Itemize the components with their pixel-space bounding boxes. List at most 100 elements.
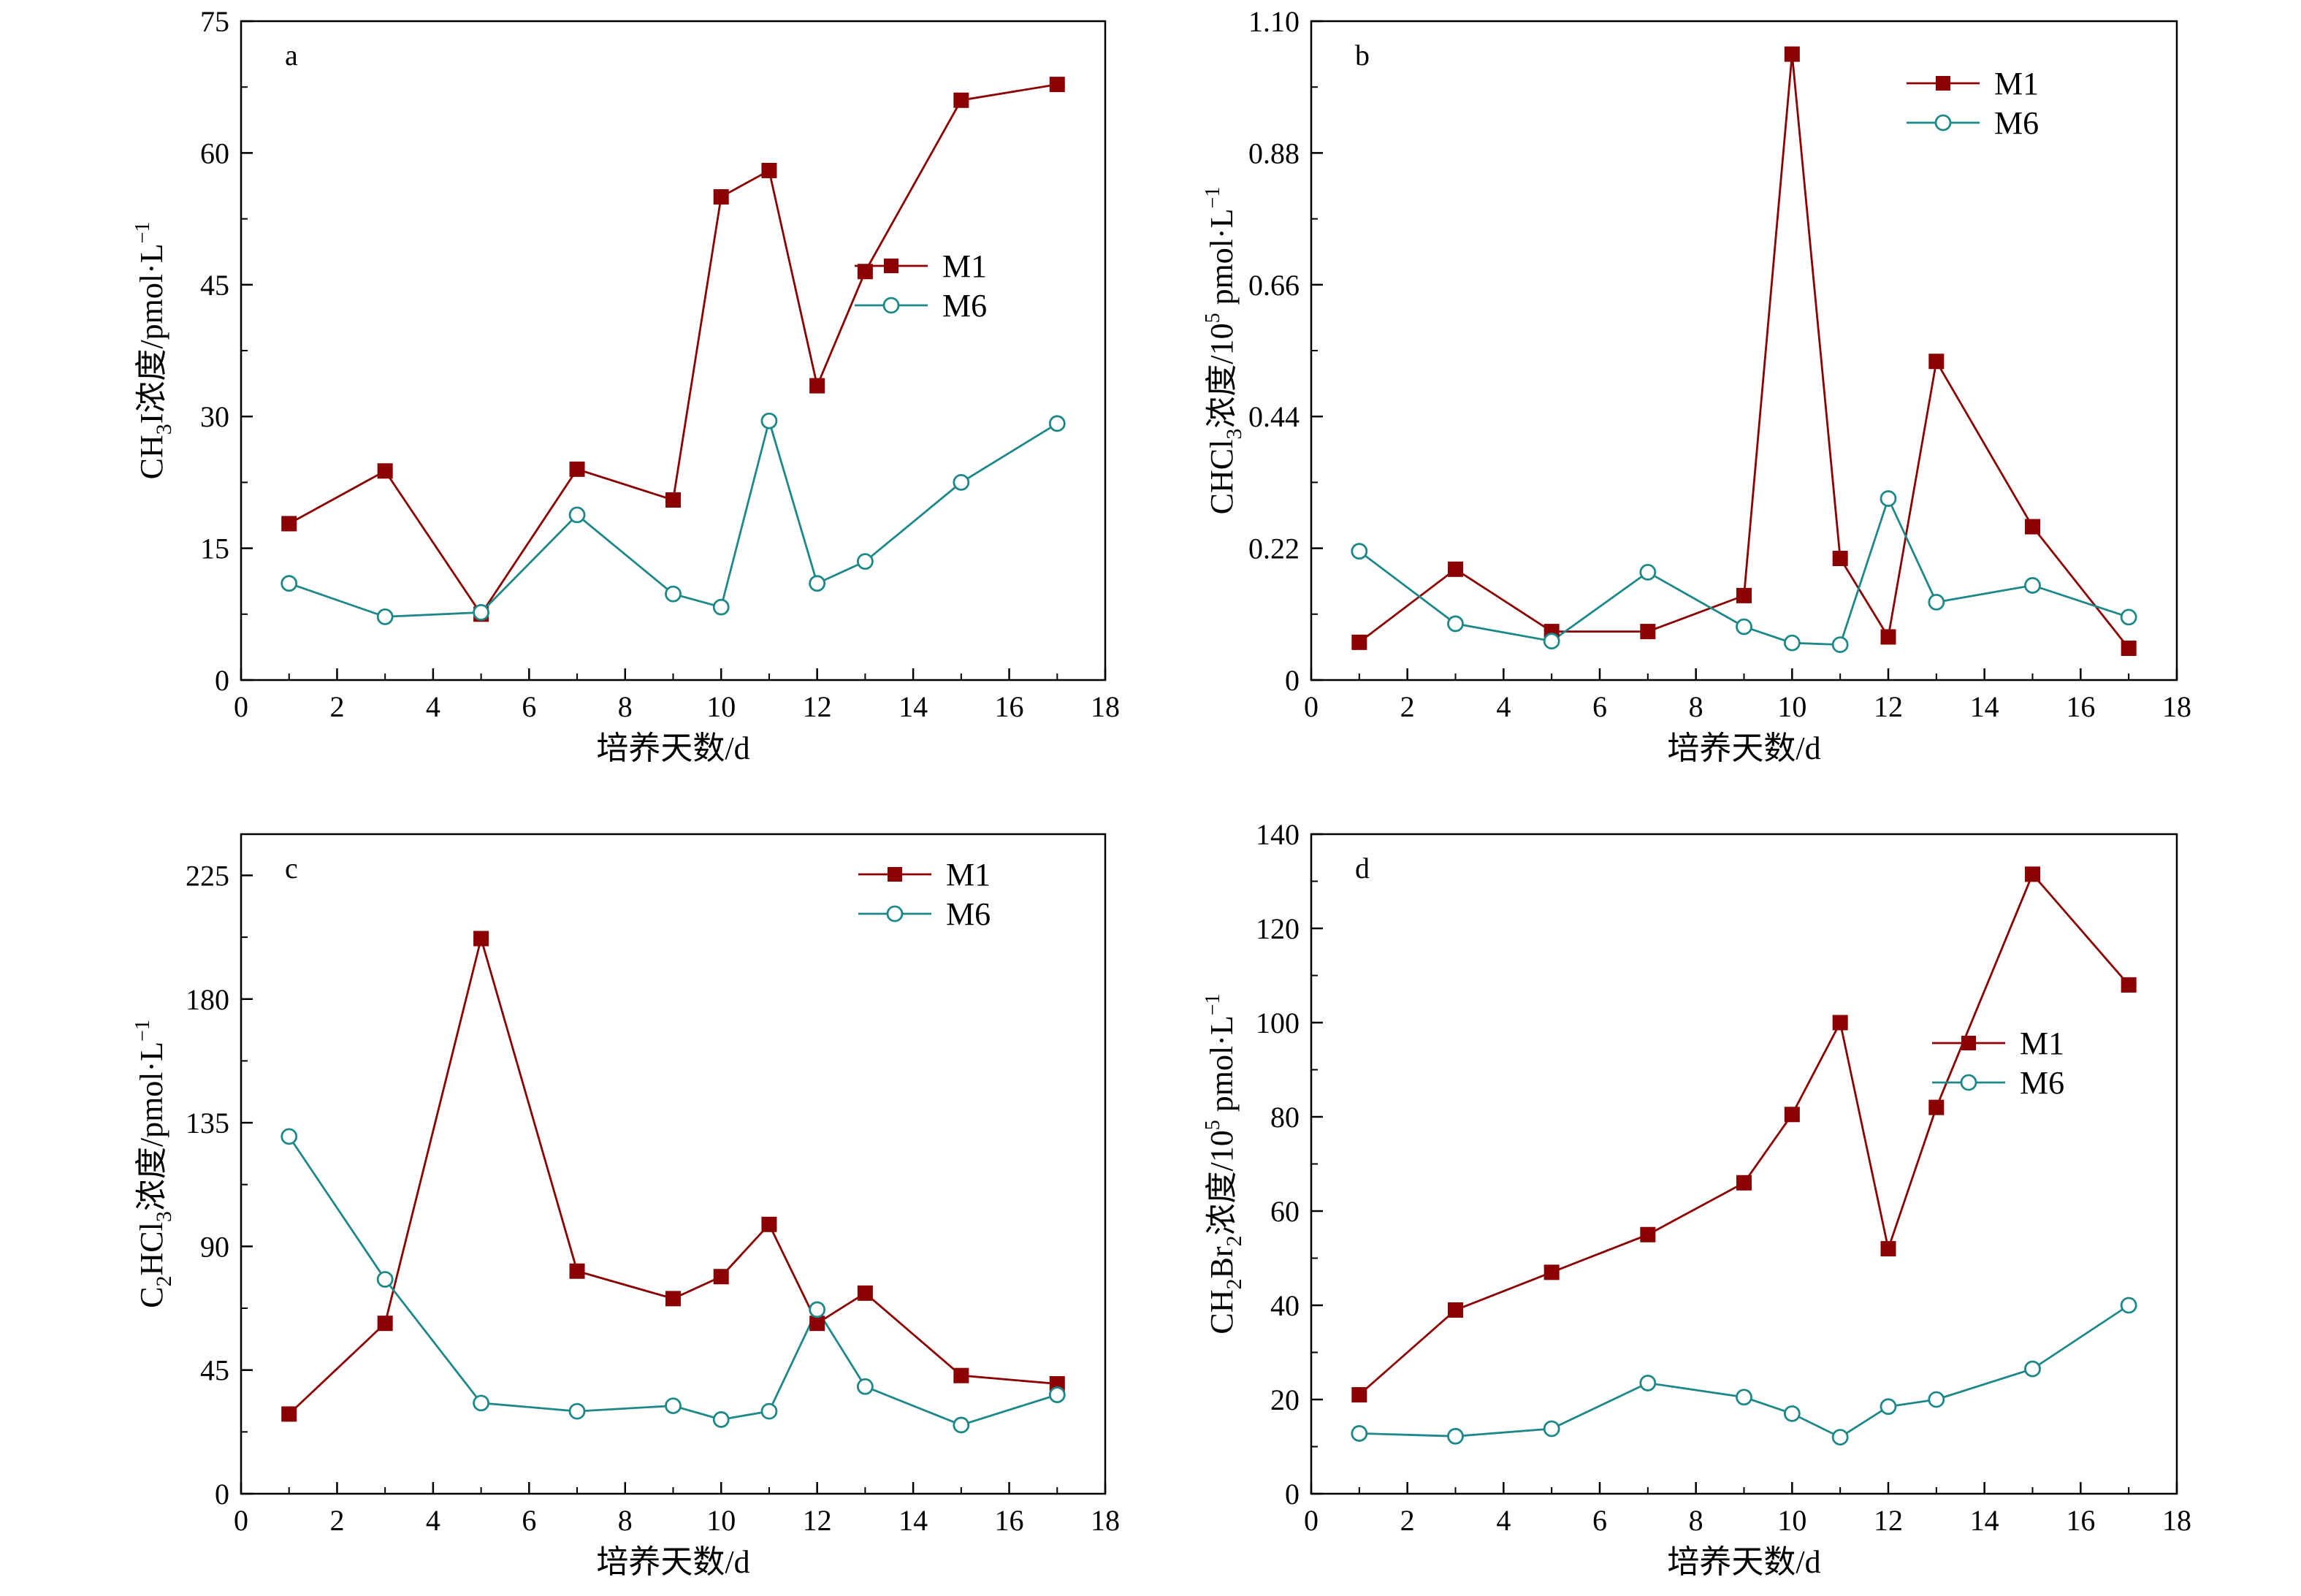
data-point-m6 bbox=[1543, 1420, 1560, 1437]
panel-d-chart: 0 2 4 6 8 10 12 14 16 18 0 20 40 60 80 100 120 140 d 培养天数/d… bbox=[1202, 818, 2191, 1580]
data-point-m6 bbox=[1447, 1427, 1464, 1445]
x-tick-label: 16 bbox=[995, 1504, 1024, 1537]
y-axis-title-part: pmol·L bbox=[1204, 1015, 1240, 1120]
data-point-m1 bbox=[1928, 1099, 1945, 1115]
data-point-m1 bbox=[1351, 1387, 1367, 1403]
data-point-m6 bbox=[809, 1301, 826, 1318]
data-point-m6 bbox=[1639, 564, 1657, 581]
data-point-m6 bbox=[665, 585, 682, 603]
data-point-m6 bbox=[712, 598, 730, 616]
data-point-m1 bbox=[809, 1316, 825, 1332]
legend-marker bbox=[1961, 1036, 1976, 1050]
data-point-m1 bbox=[1784, 1107, 1800, 1123]
data-point-m6 bbox=[856, 1378, 874, 1395]
data-point-m6 bbox=[1880, 490, 1897, 507]
y-tick-label: 60 bbox=[1270, 1195, 1300, 1228]
x-tick-label: 14 bbox=[898, 1504, 928, 1537]
data-point-m6 bbox=[1831, 636, 1849, 654]
y-tick-label: 135 bbox=[186, 1107, 229, 1139]
y-tick-label: 0 bbox=[215, 1478, 229, 1511]
x-tick-label: 16 bbox=[2066, 690, 2095, 723]
legend-marker bbox=[888, 867, 902, 882]
legend-entry-m1: M1 bbox=[1907, 66, 2039, 102]
data-point-m6 bbox=[281, 1128, 298, 1145]
y-axis-title-part: 浓度/10 bbox=[1204, 1130, 1240, 1235]
y-tick-label: 140 bbox=[1256, 818, 1300, 851]
data-point-m1 bbox=[281, 516, 297, 532]
legend-label: M6 bbox=[1994, 105, 2039, 141]
y-tick-label: 45 bbox=[200, 1354, 229, 1387]
data-point-m1 bbox=[377, 463, 393, 479]
data-point-m1 bbox=[713, 1269, 729, 1285]
panel-b-chart: 0 2 4 6 8 10 12 14 16 18 0 0.22 0.44 0.66 0.88 1.10 b 培养天… bbox=[1202, 5, 2191, 766]
x-tick-label: 18 bbox=[1091, 1504, 1120, 1537]
y-axis-title-part: 3 bbox=[1222, 429, 1246, 440]
data-point-m1 bbox=[377, 1316, 393, 1332]
data-point-m6 bbox=[2120, 1297, 2137, 1314]
data-point-m1 bbox=[1880, 1241, 1896, 1257]
data-point-m1 bbox=[2121, 977, 2137, 993]
series-line-m6 bbox=[288, 1136, 1058, 1427]
data-point-m6 bbox=[1928, 1391, 1945, 1408]
x-tick-label: 2 bbox=[1400, 690, 1415, 723]
y-axis-title-part: pmol·L bbox=[1204, 208, 1240, 313]
y-tick-label: 40 bbox=[1270, 1289, 1300, 1322]
data-point-m1 bbox=[1736, 1175, 1752, 1191]
panel-label: c bbox=[285, 852, 298, 885]
legend-entry-m1: M1 bbox=[1932, 1026, 2064, 1061]
data-point-m6 bbox=[809, 575, 826, 592]
y-tick-label: 100 bbox=[1256, 1007, 1300, 1039]
data-point-m1 bbox=[569, 461, 585, 477]
y-tick-label: 0.44 bbox=[1248, 400, 1300, 433]
y-axis-title-part: 3 bbox=[152, 424, 176, 435]
x-tick-label: 18 bbox=[1091, 690, 1120, 723]
data-point-m6 bbox=[473, 1394, 490, 1412]
data-point-m1 bbox=[569, 1263, 585, 1279]
x-tick-label: 18 bbox=[2162, 1504, 2191, 1537]
data-point-m1 bbox=[857, 264, 873, 280]
y-tick-label: 20 bbox=[1270, 1383, 1300, 1416]
legend-entry-m6: M6 bbox=[855, 288, 987, 324]
y-axis-title-part: −1 bbox=[131, 1020, 154, 1042]
data-point-m6 bbox=[473, 603, 490, 621]
legend-label: M6 bbox=[946, 896, 991, 932]
data-point-m1 bbox=[1928, 354, 1945, 370]
data-point-m6 bbox=[1783, 1405, 1801, 1422]
data-point-m1 bbox=[1784, 46, 1800, 62]
y-axis-title-part: 浓度/10 bbox=[1204, 323, 1240, 428]
data-point-m1 bbox=[953, 92, 969, 108]
panel-label: d bbox=[1355, 852, 1370, 885]
x-tick-label: 10 bbox=[706, 1504, 736, 1537]
y-axis-title-part: Br bbox=[1204, 1246, 1240, 1278]
data-point-m1 bbox=[1448, 1302, 1463, 1318]
data-point-m6 bbox=[953, 1416, 970, 1434]
legend-marker bbox=[884, 259, 898, 273]
y-tick-label: 75 bbox=[200, 5, 229, 38]
y-tick-label: 0 bbox=[1285, 664, 1300, 697]
y-tick-label: 1.10 bbox=[1248, 5, 1300, 38]
x-axis-title: 培养天数/d bbox=[596, 1544, 749, 1580]
data-point-m6 bbox=[2024, 1360, 2041, 1378]
y-tick-label: 60 bbox=[200, 137, 229, 169]
data-point-m6 bbox=[953, 474, 970, 491]
data-point-m6 bbox=[760, 412, 778, 429]
data-point-m6 bbox=[2024, 577, 2041, 594]
x-axis-title: 培养天数/d bbox=[1667, 1544, 1820, 1580]
data-point-m1 bbox=[1543, 1264, 1560, 1280]
data-point-m1 bbox=[281, 1406, 297, 1422]
data-point-m1 bbox=[953, 1367, 969, 1383]
data-point-m1 bbox=[1049, 77, 1065, 93]
y-tick-label: 45 bbox=[200, 269, 229, 302]
x-tick-label: 4 bbox=[1496, 1504, 1511, 1537]
x-tick-label: 12 bbox=[803, 1504, 832, 1537]
legend-entry-m6: M6 bbox=[1932, 1065, 2064, 1101]
y-tick-label: 225 bbox=[186, 859, 229, 892]
data-point-m1 bbox=[1448, 561, 1463, 577]
y-tick-label: 90 bbox=[200, 1230, 229, 1263]
y-axis-title-part: CHCl bbox=[1204, 440, 1240, 515]
x-tick-label: 2 bbox=[1400, 1504, 1415, 1537]
x-tick-label: 16 bbox=[995, 690, 1024, 723]
x-tick-label: 8 bbox=[618, 690, 633, 723]
